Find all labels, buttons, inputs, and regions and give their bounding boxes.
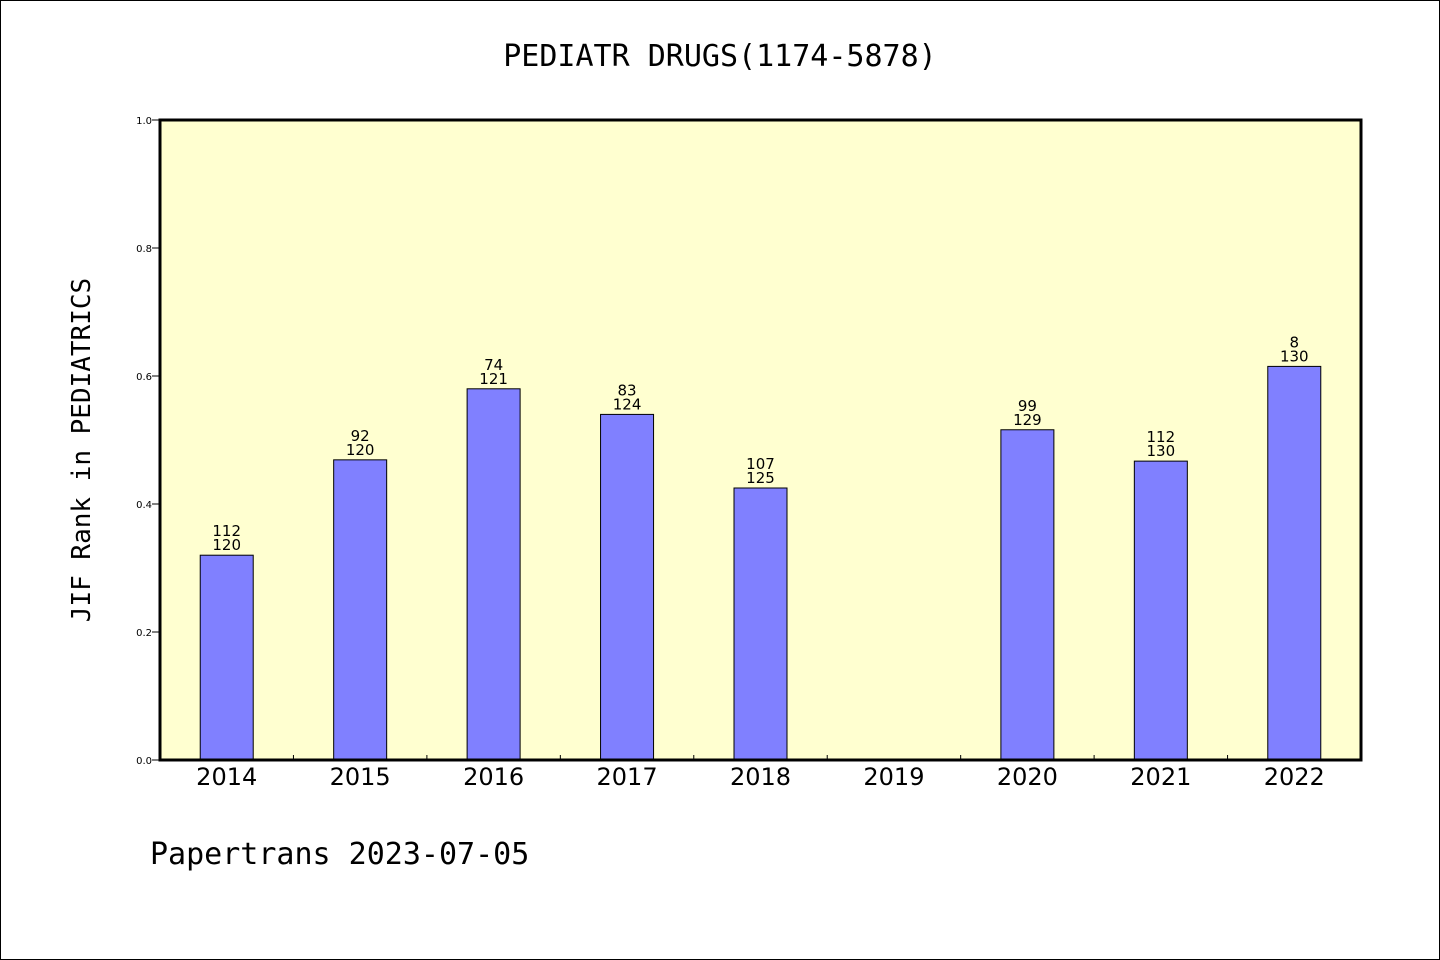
data-label-rank: 92: [351, 427, 370, 445]
data-label-total: 120: [346, 441, 375, 459]
bars-group: [199, 365, 1322, 761]
data-label-rank: 112: [212, 522, 241, 540]
x-tick-label: 2017: [597, 763, 658, 791]
x-tick-label: 2021: [1130, 763, 1191, 791]
y-tick-label: 0.8: [136, 244, 152, 255]
y-tick-label: 0.4: [136, 500, 152, 511]
x-tick-label: 2022: [1264, 763, 1325, 791]
data-label-rank: 107: [746, 455, 775, 473]
data-label-rank: 112: [1147, 428, 1176, 446]
data-labels-group: 1121209212074121831241071259912911213081…: [212, 333, 1308, 554]
data-label-rank: 83: [618, 381, 637, 399]
x-ticks-group: 2014 2015 2016 2017 2018 2019 2020 2021 2022: [196, 755, 1325, 791]
data-label-total: 120: [212, 536, 241, 554]
y-tick-label: 0.0: [136, 756, 152, 767]
bar: [1133, 460, 1188, 761]
bar: [199, 554, 254, 761]
bar: [333, 459, 388, 761]
data-label-rank: 99: [1018, 397, 1037, 415]
y-axis-label: JIF Rank in PEDIATRICS: [67, 278, 97, 622]
data-label-total: 130: [1280, 347, 1309, 365]
bar: [466, 388, 521, 761]
x-tick-label: 2019: [863, 763, 924, 791]
data-label-total: 121: [479, 370, 508, 388]
x-tick-label: 2014: [196, 763, 257, 791]
x-tick-label: 2016: [463, 763, 524, 791]
y-tick-label: 0.6: [136, 372, 152, 383]
chart-title: PEDIATR DRUGS(1174-5878): [503, 39, 936, 74]
x-tick-label: 2018: [730, 763, 791, 791]
data-label-total: 124: [613, 395, 642, 413]
data-label-total: 130: [1147, 442, 1176, 460]
x-tick-label: 2015: [330, 763, 391, 791]
plot-border: [158, 118, 1363, 762]
data-label-rank: 8: [1290, 333, 1300, 351]
bar: [600, 413, 655, 761]
data-label-total: 125: [746, 469, 775, 487]
y-tick-label: 0.2: [136, 628, 152, 639]
bar: [733, 487, 788, 761]
data-label-total: 129: [1013, 411, 1042, 429]
y-tick-label: 1.0: [136, 116, 152, 127]
bar: [1267, 365, 1322, 761]
data-label-rank: 74: [484, 356, 503, 374]
x-tick-label: 2020: [997, 763, 1058, 791]
footer-credit: Papertrans 2023-07-05: [150, 837, 529, 872]
bar: [1000, 429, 1055, 761]
y-ticks-group: 0.0 0.2 0.4 0.6 0.8 1.0: [136, 116, 160, 767]
